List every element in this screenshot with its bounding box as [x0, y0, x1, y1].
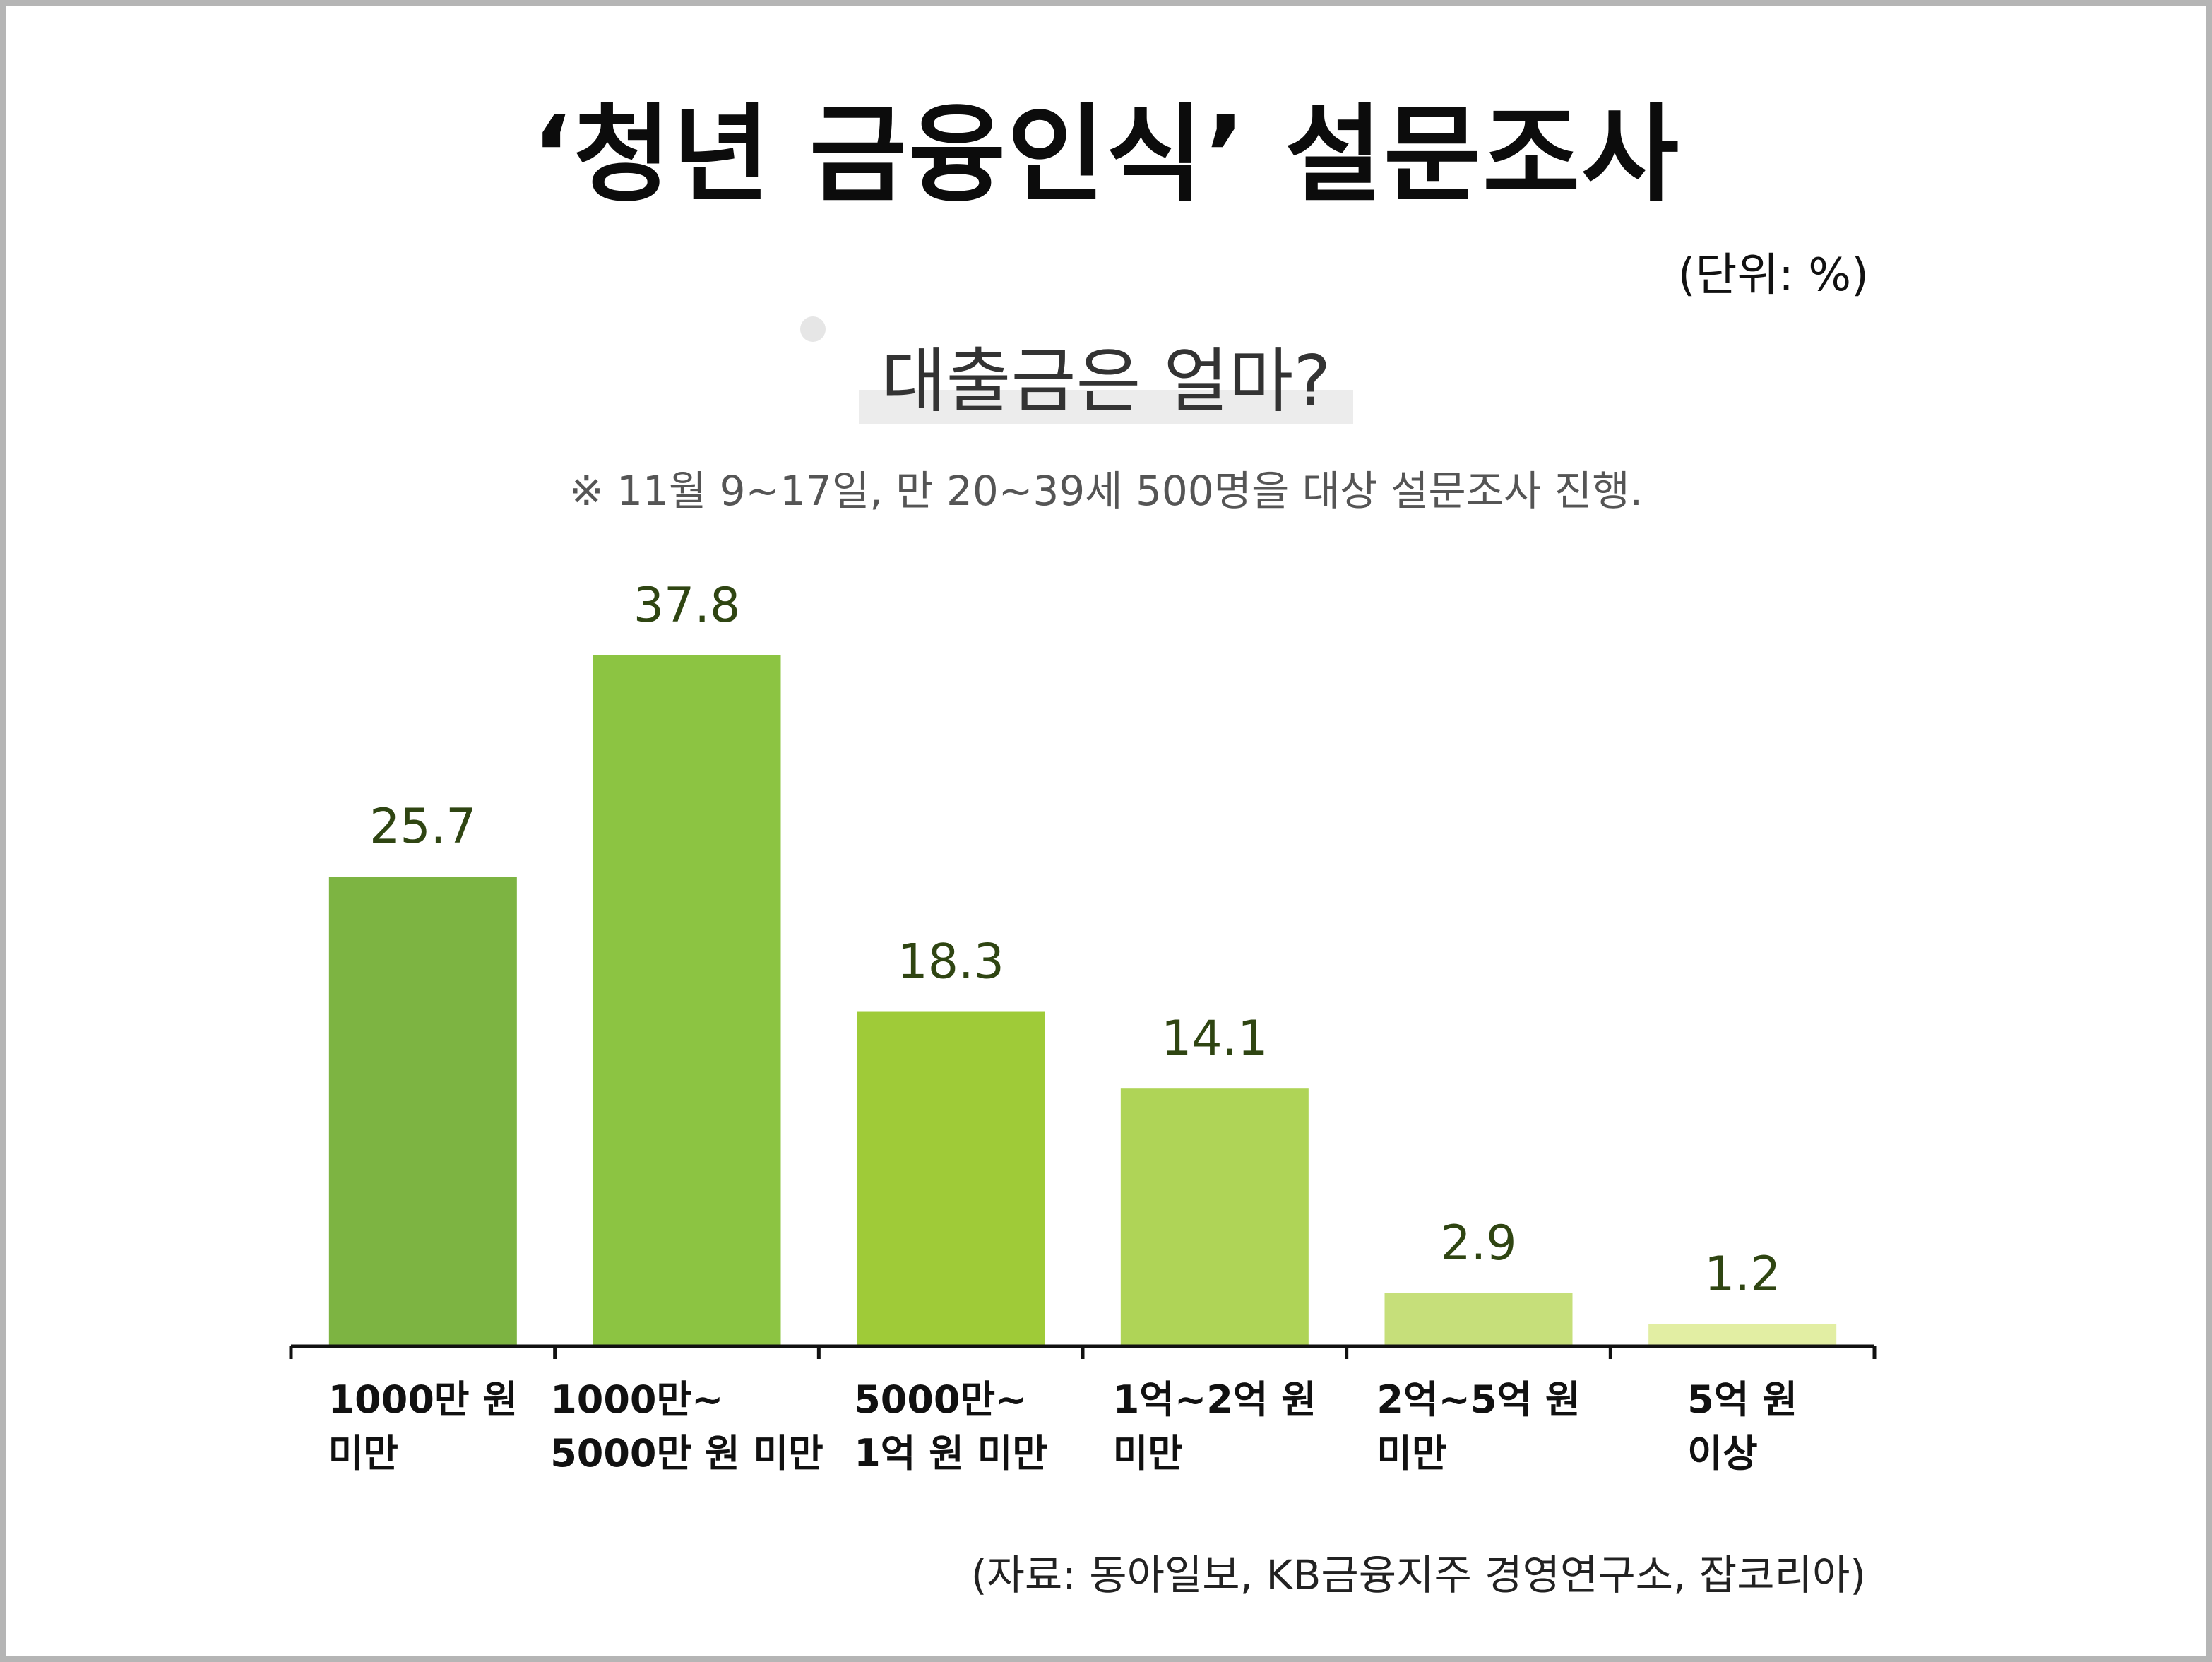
category-label-line: 1000만 원: [328, 1377, 518, 1422]
category-label-line: 미만: [1113, 1431, 1183, 1476]
value-label-3: 18.3: [897, 934, 1004, 990]
bar-4: [1120, 1088, 1309, 1346]
category-label-line: 1억~2억 원: [1113, 1377, 1316, 1422]
category-label-3: 5000만~ 1억 원 미만: [854, 1377, 1047, 1476]
decorative-dot-icon: [800, 316, 826, 342]
category-label-line: 미만: [1376, 1431, 1446, 1476]
category-label-line: 1억 원 미만: [854, 1431, 1047, 1476]
subtitle-container: 대출금은 얼마?: [0, 339, 2212, 424]
category-label-line: 2억~5억 원: [1376, 1377, 1580, 1422]
chart-subtitle: 대출금은 얼마?: [858, 339, 1354, 424]
category-label-line: 5000만~: [854, 1377, 1027, 1422]
value-label-4: 14.1: [1161, 1011, 1268, 1067]
bar-6: [1648, 1324, 1837, 1346]
bar-3: [857, 1011, 1045, 1346]
page-title: ‘청년 금융인식’ 설문조사: [531, 94, 1681, 217]
bar-5: [1384, 1293, 1573, 1346]
bar-2: [593, 655, 781, 1346]
value-label-6: 1.2: [1704, 1247, 1780, 1302]
survey-note: ※ 11월 9~17일, 만 20~39세 500명을 대상 설문조사 진행.: [569, 467, 1643, 515]
value-label-1: 25.7: [369, 799, 476, 855]
category-label-line: 5억 원: [1687, 1377, 1797, 1422]
bars-group: [328, 655, 1837, 1346]
category-label-line: 미만: [328, 1431, 398, 1476]
source-note: (자료: 동아일보, KB금융지주 경영연구소, 잡코리아): [970, 1551, 1866, 1599]
bar-1: [328, 877, 517, 1346]
value-labels-group: 25.7 37.8 18.3 14.1 2.9 1.2: [369, 578, 1780, 1302]
value-label-5: 2.9: [1440, 1216, 1516, 1271]
category-label-line: 5000만 원 미만: [550, 1431, 823, 1476]
category-label-line: 이상: [1687, 1431, 1757, 1476]
unit-label: (단위: %): [1677, 249, 1869, 302]
x-axis: [289, 1344, 1877, 1359]
category-label-line: 1000만~: [550, 1377, 723, 1422]
value-label-2: 37.8: [634, 578, 740, 634]
category-label-2: 1000만~ 5000만 원 미만: [550, 1377, 823, 1476]
